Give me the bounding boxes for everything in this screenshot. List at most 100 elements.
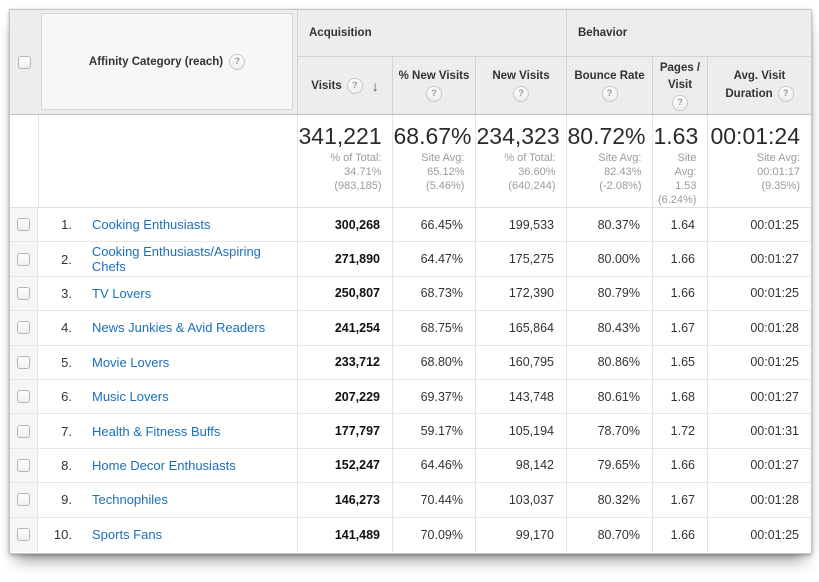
summary-avg-duration-subtext: Site Avg: 00:01:17 (9.35%) bbox=[756, 152, 800, 192]
bounce-rate-value: 80.61% bbox=[567, 379, 653, 414]
category-link[interactable]: Cooking Enthusiasts bbox=[92, 217, 211, 233]
visits-value: 207,229 bbox=[298, 379, 393, 414]
summary-pct-new-visits-subtext: Site Avg: 65.12% (5.46%) bbox=[421, 152, 465, 192]
column-header-affinity-category[interactable]: Affinity Category (reach) ? bbox=[41, 13, 293, 110]
select-all-checkbox[interactable] bbox=[17, 55, 31, 69]
row-checkbox-cell[interactable] bbox=[10, 448, 38, 483]
summary-bounce-rate-value: 80.72% bbox=[567, 123, 646, 149]
category-link[interactable]: Health & Fitness Buffs bbox=[92, 423, 221, 439]
row-checkbox[interactable] bbox=[17, 458, 30, 472]
bounce-rate-value: 80.86% bbox=[567, 345, 653, 379]
category-link[interactable]: News Junkies & Avid Readers bbox=[92, 320, 266, 336]
category-link[interactable]: Technophiles bbox=[92, 492, 168, 508]
visits-value: 177,797 bbox=[298, 414, 393, 448]
pages-visit-value: 1.66 bbox=[653, 242, 708, 276]
table-row: 1. Cooking Enthusiasts 300,268 66.45% 19… bbox=[10, 208, 811, 243]
pct-new-visits-value: 64.46% bbox=[393, 448, 476, 483]
visits-value: 241,254 bbox=[298, 311, 393, 345]
help-icon[interactable]: ? bbox=[777, 86, 794, 102]
column-header-pct-new-visits[interactable]: % New Visits ? bbox=[393, 57, 476, 114]
column-header-pages-visit[interactable]: Pages / Visit ? bbox=[653, 57, 708, 114]
category-link[interactable]: Sports Fans bbox=[92, 527, 163, 543]
row-checkbox-cell[interactable] bbox=[10, 311, 38, 345]
row-checkbox[interactable] bbox=[17, 218, 30, 232]
row-checkbox-cell[interactable] bbox=[10, 208, 38, 242]
pct-new-visits-value: 64.47% bbox=[393, 242, 476, 276]
column-header-bounce-rate[interactable]: Bounce Rate ? bbox=[567, 57, 653, 114]
summary-bounce-rate-subtext: Site Avg: 82.43% (-2.08%) bbox=[598, 152, 642, 192]
help-icon[interactable]: ? bbox=[426, 86, 442, 102]
select-all-cell[interactable] bbox=[10, 10, 38, 114]
category-cell: 6. Music Lovers bbox=[38, 379, 298, 414]
summary-avg-duration: 00:01:24 Site Avg: 00:01:17 (9.35%) bbox=[708, 115, 811, 207]
column-header-visits[interactable]: Visits ? ↓ bbox=[298, 57, 393, 114]
summary-pct-new-visits: 68.67% Site Avg: 65.12% (5.46%) bbox=[393, 115, 477, 207]
column-header-avg-visit-duration[interactable]: Avg. Visit Duration ? bbox=[708, 57, 811, 114]
table-row: 10. Sports Fans 141,489 70.09% 99,170 80… bbox=[10, 517, 811, 552]
row-checkbox[interactable] bbox=[17, 321, 30, 335]
visits-value: 233,712 bbox=[298, 345, 393, 379]
pct-new-visits-value: 66.45% bbox=[393, 208, 476, 242]
pages-visit-value: 1.67 bbox=[653, 483, 708, 517]
category-cell: 3. TV Lovers bbox=[38, 276, 298, 311]
pct-new-visits-label: % New Visits bbox=[398, 70, 470, 82]
group-header-acquisition: Acquisition bbox=[298, 10, 567, 56]
row-checkbox[interactable] bbox=[17, 252, 30, 266]
table-row: 4. News Junkies & Avid Readers 241,254 6… bbox=[10, 311, 811, 346]
row-checkbox-cell[interactable] bbox=[10, 414, 38, 448]
row-checkbox[interactable] bbox=[17, 390, 30, 404]
row-index: 4. bbox=[61, 320, 72, 336]
table-row: 7. Health & Fitness Buffs 177,797 59.17%… bbox=[10, 414, 811, 449]
avg-duration-value: 00:01:27 bbox=[750, 389, 799, 404]
column-header-new-visits[interactable]: New Visits ? bbox=[476, 57, 567, 114]
row-index: 10. bbox=[53, 527, 72, 543]
row-checkbox[interactable] bbox=[17, 528, 30, 542]
category-cell: 2. Cooking Enthusiasts/Aspiring Chefs bbox=[38, 242, 298, 276]
row-checkbox[interactable] bbox=[17, 286, 30, 300]
column-header-row: Visits ? ↓ % New Visits ? New Visits ? B… bbox=[298, 57, 811, 114]
help-icon[interactable]: ? bbox=[601, 86, 618, 102]
pages-visit-value: 1.72 bbox=[653, 414, 708, 448]
row-checkbox-cell[interactable] bbox=[10, 276, 38, 311]
category-link[interactable]: TV Lovers bbox=[92, 285, 152, 301]
row-checkbox-cell[interactable] bbox=[10, 517, 38, 552]
row-checkbox[interactable] bbox=[17, 493, 30, 507]
help-icon[interactable]: ? bbox=[229, 53, 246, 70]
table-row: 3. TV Lovers 250,807 68.73% 172,390 80.7… bbox=[10, 276, 811, 312]
help-icon[interactable]: ? bbox=[346, 77, 363, 94]
summary-pages-visit-subtext: Site Avg: 1.53 (6.24%) bbox=[657, 152, 697, 206]
table-row: 6. Music Lovers 207,229 69.37% 143,748 8… bbox=[10, 379, 811, 415]
row-checkbox-cell[interactable] bbox=[10, 483, 38, 517]
summary-pages-visit-value: 1.63 bbox=[653, 123, 699, 149]
category-link[interactable]: Home Decor Enthusiasts bbox=[92, 457, 236, 473]
new-visits-value: 98,142 bbox=[476, 448, 567, 483]
visits-value: 300,268 bbox=[298, 208, 393, 242]
row-checkbox-cell[interactable] bbox=[10, 242, 38, 276]
sort-descending-icon[interactable]: ↓ bbox=[371, 77, 379, 94]
avg-duration-value: 00:01:25 bbox=[750, 217, 799, 232]
category-link[interactable]: Cooking Enthusiasts/Aspiring Chefs bbox=[91, 244, 261, 275]
help-icon[interactable]: ? bbox=[672, 94, 688, 111]
new-visits-value: 172,390 bbox=[476, 276, 567, 311]
row-checkbox-cell[interactable] bbox=[10, 379, 38, 414]
visits-label: Visits bbox=[311, 79, 342, 92]
new-visits-value: 199,533 bbox=[476, 208, 567, 242]
bounce-rate-value: 80.43% bbox=[567, 311, 653, 345]
category-link[interactable]: Music Lovers bbox=[92, 389, 169, 405]
row-checkbox[interactable] bbox=[17, 355, 30, 369]
table-body: 1. Cooking Enthusiasts 300,268 66.45% 19… bbox=[10, 208, 811, 552]
row-checkbox-cell[interactable] bbox=[10, 345, 38, 379]
summary-avg-duration-value: 00:01:24 bbox=[710, 123, 800, 149]
avg-duration-value: 00:01:31 bbox=[750, 424, 799, 439]
category-cell: 9. Technophiles bbox=[38, 483, 298, 517]
row-checkbox[interactable] bbox=[17, 424, 30, 438]
bounce-rate-value: 80.32% bbox=[567, 483, 653, 517]
row-index: 5. bbox=[61, 354, 72, 370]
pct-new-visits-value: 68.75% bbox=[393, 311, 476, 345]
category-link[interactable]: Movie Lovers bbox=[92, 354, 170, 370]
help-icon[interactable]: ? bbox=[513, 86, 529, 102]
row-index: 1. bbox=[61, 217, 72, 233]
summary-pages-visit: 1.63 Site Avg: 1.53 (6.24%) bbox=[653, 115, 709, 207]
avg-duration-value: 00:01:25 bbox=[750, 355, 799, 370]
new-visits-value: 165,864 bbox=[476, 311, 567, 345]
